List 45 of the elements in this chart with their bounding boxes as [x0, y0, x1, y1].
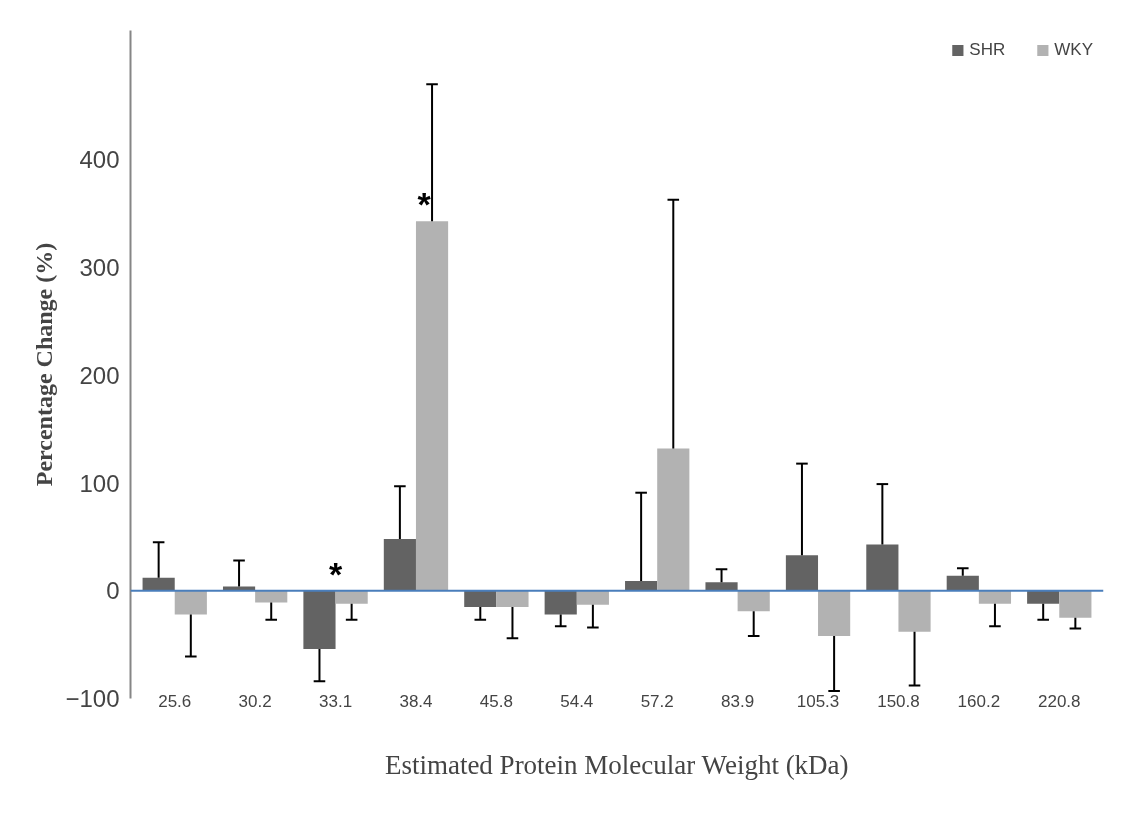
- bar: [415, 221, 449, 591]
- x-tick-label: 25.6: [158, 691, 192, 711]
- bar: [785, 555, 819, 591]
- y-tick-label: 400: [79, 146, 120, 174]
- bar: [142, 577, 175, 591]
- x-tick-label: 150.8: [877, 691, 920, 711]
- annotation: *: [328, 554, 343, 593]
- y-tick-label: 100: [79, 469, 120, 497]
- bar: [303, 590, 336, 649]
- bar: [1027, 590, 1060, 604]
- bar: [818, 590, 851, 637]
- legend-label: SHR: [969, 40, 1006, 60]
- bar: [946, 575, 979, 591]
- x-tick-label: 30.2: [238, 691, 272, 711]
- bar: [174, 590, 207, 615]
- y-tick-label: 0: [106, 577, 120, 605]
- x-tick-label: 160.2: [957, 691, 1001, 711]
- x-tick-label: 105.3: [796, 691, 840, 711]
- x-tick-label: 33.1: [319, 691, 353, 711]
- bar: [496, 590, 529, 607]
- annotation: *: [417, 185, 432, 224]
- x-tick-label: 38.4: [399, 691, 433, 711]
- bar: [898, 590, 931, 632]
- y-tick-label: −100: [65, 685, 120, 712]
- x-tick-label: 57.2: [640, 691, 674, 711]
- x-tick-label: 45.8: [479, 691, 513, 711]
- bar: [544, 590, 577, 615]
- bar: [335, 590, 368, 604]
- bar: [978, 590, 1012, 604]
- bar: [657, 448, 690, 591]
- bar: [576, 590, 609, 605]
- x-axis-title: Estimated Protein Molecular Weight (kDa): [384, 749, 849, 780]
- y-tick-label: 300: [79, 254, 120, 282]
- bar: [255, 590, 288, 603]
- y-axis-title: Percentage Change (%): [31, 242, 58, 487]
- x-tick-label: 83.9: [721, 691, 755, 711]
- bar: [866, 544, 899, 591]
- bar: [383, 539, 416, 591]
- legend-label: WKY: [1054, 40, 1093, 60]
- bar: [737, 590, 770, 612]
- y-tick-label: 200: [79, 361, 120, 389]
- x-tick-label: 220.8: [1038, 691, 1081, 711]
- bar: [1059, 590, 1092, 618]
- x-tick-label: 54.4: [560, 691, 594, 711]
- bar: [464, 590, 497, 607]
